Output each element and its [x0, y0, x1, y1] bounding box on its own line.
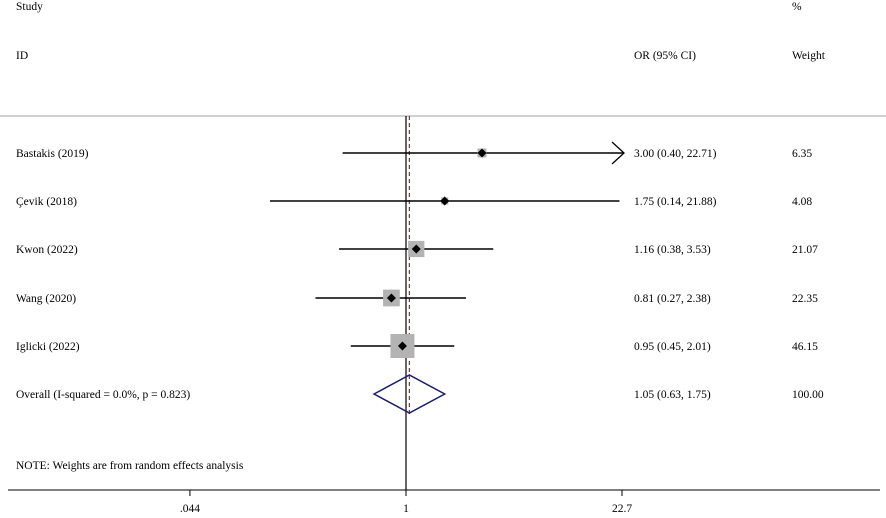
point-estimate — [440, 196, 450, 206]
header-study: Study — [16, 1, 43, 13]
or-ci-value: 1.16 (0.38, 3.53) — [634, 244, 711, 256]
x-tick-label: 22.7 — [612, 503, 632, 515]
or-ci-value: 0.81 (0.27, 2.38) — [634, 293, 711, 305]
footnote: NOTE: Weights are from random effects an… — [16, 460, 244, 472]
x-tick-label: .044 — [180, 503, 200, 515]
study-label: Wang (2020) — [16, 293, 76, 305]
overall-weight-value: 100.00 — [792, 389, 824, 401]
header-or-ci: OR (95% CI) — [634, 50, 696, 62]
header-weight: Weight — [792, 50, 825, 62]
weight-value: 4.08 — [792, 196, 812, 208]
x-tick-label: 1 — [403, 503, 409, 515]
overall-diamond — [372, 374, 447, 414]
or-ci-value: 0.95 (0.45, 2.01) — [634, 341, 711, 353]
point-estimate — [386, 293, 396, 303]
header-id: ID — [16, 50, 29, 62]
point-estimate — [411, 244, 421, 254]
study-label: Bastakis (2019) — [16, 148, 89, 160]
or-ci-value: 3.00 (0.40, 22.71) — [634, 148, 717, 160]
overall-label: Overall (I-squared = 0.0%, p = 0.823) — [16, 389, 190, 401]
point-estimate — [397, 341, 407, 351]
or-ci-value: 1.75 (0.14, 21.88) — [634, 196, 717, 208]
header-percent: % — [792, 1, 802, 13]
weight-value: 46.15 — [792, 341, 818, 353]
weight-value: 6.35 — [792, 148, 812, 160]
weight-value: 22.35 — [792, 293, 818, 305]
overall-or-ci-value: 1.05 (0.63, 1.75) — [634, 389, 711, 401]
study-label: Çevik (2018) — [16, 196, 77, 208]
study-label: Iglicki (2022) — [16, 341, 80, 353]
study-label: Kwon (2022) — [16, 244, 78, 256]
ci-arrow — [611, 141, 625, 165]
weight-value: 21.07 — [792, 244, 818, 256]
point-estimate — [477, 148, 487, 158]
